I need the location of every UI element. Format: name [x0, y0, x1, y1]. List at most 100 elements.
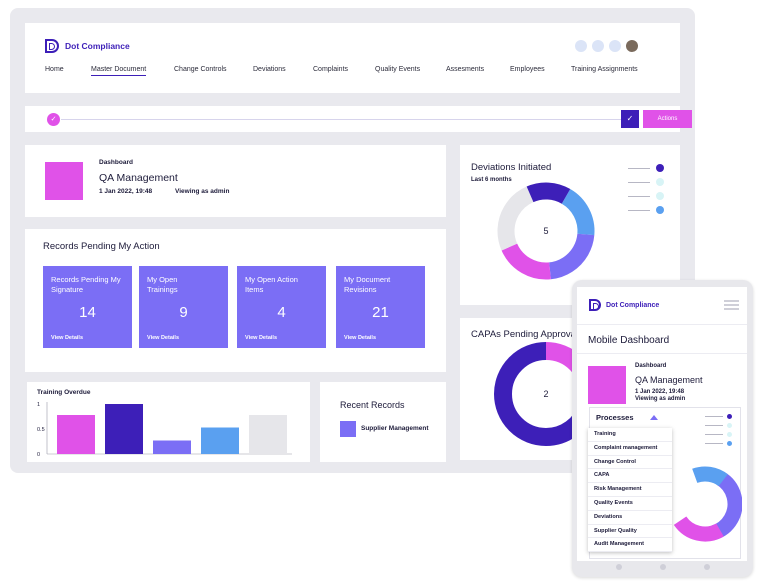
dot-compliance-logo-icon [589, 299, 601, 311]
training-overdue-chart: 00.51 [37, 402, 292, 458]
viewing-as: Viewing as admin [175, 188, 230, 195]
dot-compliance-logo-icon [45, 39, 59, 53]
deviation-slice-3[interactable] [491, 176, 600, 285]
nav-item-home[interactable]: Home [45, 66, 64, 73]
view-details-link[interactable]: View Details [344, 335, 376, 341]
brand-logo[interactable]: Dot Compliance [45, 39, 130, 53]
avatar[interactable] [626, 40, 638, 52]
brand-name: Dot Compliance [65, 41, 130, 51]
mobile-date: 1 Jan 2022, 19:48 [635, 389, 685, 395]
confirm-check-icon[interactable]: ✓ [621, 110, 639, 128]
process-menu-item[interactable]: Change Control [588, 456, 672, 470]
mobile-timestamp: 1 Jan 2022, 19:48 Viewing as admin [635, 389, 685, 403]
recent-record-item[interactable]: Supplier Management [361, 425, 429, 432]
caret-up-icon[interactable] [650, 415, 658, 420]
step-check-icon[interactable]: ✓ [47, 113, 60, 126]
top-navigation: Dot Compliance Home Master Document Change… [25, 23, 680, 93]
tile-value: 21 [372, 304, 389, 321]
breadcrumb[interactable]: Dashboard [99, 159, 133, 166]
tile-records-pending-signature[interactable]: Records Pending My Signature 14 View Det… [43, 266, 132, 348]
divider [577, 353, 747, 354]
tile-value: 4 [277, 304, 286, 321]
view-details-link[interactable]: View Details [245, 335, 277, 341]
page-title: QA Management [99, 172, 178, 184]
actions-button[interactable]: Actions [643, 110, 692, 128]
deviations-donut-chart: 5 [491, 176, 600, 285]
nav-item-quality-events[interactable]: Quality Events [375, 66, 421, 73]
nav-item-employees[interactable]: Employees [510, 66, 545, 73]
nav-item-complaints[interactable]: Complaints [313, 66, 349, 73]
bar-1[interactable] [57, 415, 95, 454]
tile-open-trainings[interactable]: My Open Trainings 9 View Details [139, 266, 228, 348]
bar-4[interactable] [201, 427, 239, 455]
legend-entry [705, 440, 741, 449]
mobile-dashboard-thumbnail [588, 366, 626, 404]
mobile-viewing-as: Viewing as admin [635, 396, 686, 402]
legend-entry [705, 431, 741, 440]
capas-title: CAPAs Pending Approval [471, 329, 579, 340]
hamburger-menu-icon[interactable] [724, 300, 739, 312]
tile-open-action-items[interactable]: My Open Action Items 4 View Details [237, 266, 326, 348]
mobile-qa-title: QA Management [635, 375, 703, 385]
process-menu-item[interactable]: CAPA [588, 469, 672, 484]
timestamp: 1 Jan 2022, 19:48 [99, 188, 153, 195]
notification-icon[interactable] [575, 40, 587, 52]
legend-entry [705, 422, 741, 431]
device-button[interactable] [616, 564, 622, 570]
device-bottom-bar [572, 560, 753, 576]
tile-value: 14 [79, 304, 96, 321]
legend-entry [628, 206, 668, 220]
progress-track [61, 119, 621, 120]
tile-label: My Open Trainings [147, 275, 178, 294]
device-button[interactable] [704, 564, 710, 570]
processes-dropdown[interactable]: Processes [596, 413, 634, 422]
tile-label: Records Pending My Signature [51, 275, 121, 294]
process-menu-item[interactable]: Deviations [588, 511, 672, 525]
mobile-brand-logo[interactable]: Dot Compliance [589, 299, 659, 311]
deviation-slice-4[interactable] [491, 176, 600, 285]
bar-5[interactable] [249, 415, 287, 454]
deviation-slice-2[interactable] [491, 176, 600, 285]
process-menu-item[interactable]: Quality Events [588, 497, 672, 511]
deviations-legend [628, 164, 668, 220]
capa-slice-1[interactable] [494, 342, 598, 446]
help-icon[interactable] [592, 40, 604, 52]
process-menu-item[interactable]: Audit Management [588, 538, 672, 553]
process-menu-item[interactable]: Supplier Quality [588, 525, 672, 539]
donut-arc-pink [667, 466, 742, 542]
mobile-breadcrumb[interactable]: Dashboard [635, 363, 667, 369]
mobile-page-title: Mobile Dashboard [588, 335, 670, 346]
deviations-subtitle: Last 6 months [471, 177, 512, 183]
nav-item-deviations[interactable]: Deviations [253, 66, 286, 73]
nav-item-training-assignments[interactable]: Training Assignments [571, 66, 638, 73]
training-overdue-title: Training Overdue [37, 389, 91, 396]
records-pending-panel: Records Pending My Action Records Pendin… [25, 229, 446, 372]
nav-item-change-controls[interactable]: Change Controls [174, 66, 227, 73]
records-pending-title: Records Pending My Action [43, 241, 160, 252]
process-progress: ✓ ✓ Actions [25, 106, 692, 132]
y-tick-label: 0.5 [37, 427, 45, 433]
mobile-brand-name: Dot Compliance [606, 301, 660, 309]
tile-document-revisions[interactable]: My Document Revisions 21 View Details [336, 266, 425, 348]
bar-3[interactable] [153, 440, 191, 455]
view-details-link[interactable]: View Details [51, 335, 83, 341]
bar-2[interactable] [105, 404, 143, 454]
process-menu-item[interactable]: Complaint management [588, 442, 672, 456]
nav-item-assesments[interactable]: Assesments [446, 66, 485, 73]
deviations-panel: Deviations Initiated Last 6 months 5 [460, 145, 680, 305]
y-tick-label: 0 [37, 452, 40, 458]
tile-label: My Document Revisions [344, 275, 391, 294]
mobile-donut-chart [667, 466, 742, 542]
process-menu-item[interactable]: Risk Management [588, 483, 672, 497]
dashboard-header: Dashboard QA Management 1 Jan 2022, 19:4… [25, 145, 446, 217]
nav-item-master-document[interactable]: Master Document [91, 66, 147, 76]
deviation-slice-1[interactable] [491, 176, 600, 285]
device-button[interactable] [660, 564, 666, 570]
process-menu-item[interactable]: Training [588, 428, 672, 442]
legend-entry [705, 413, 741, 422]
settings-icon[interactable] [609, 40, 621, 52]
deviations-center-value: 5 [543, 226, 548, 236]
view-details-link[interactable]: View Details [147, 335, 179, 341]
capas-center-value: 2 [543, 389, 548, 399]
mobile-legend [705, 413, 741, 449]
